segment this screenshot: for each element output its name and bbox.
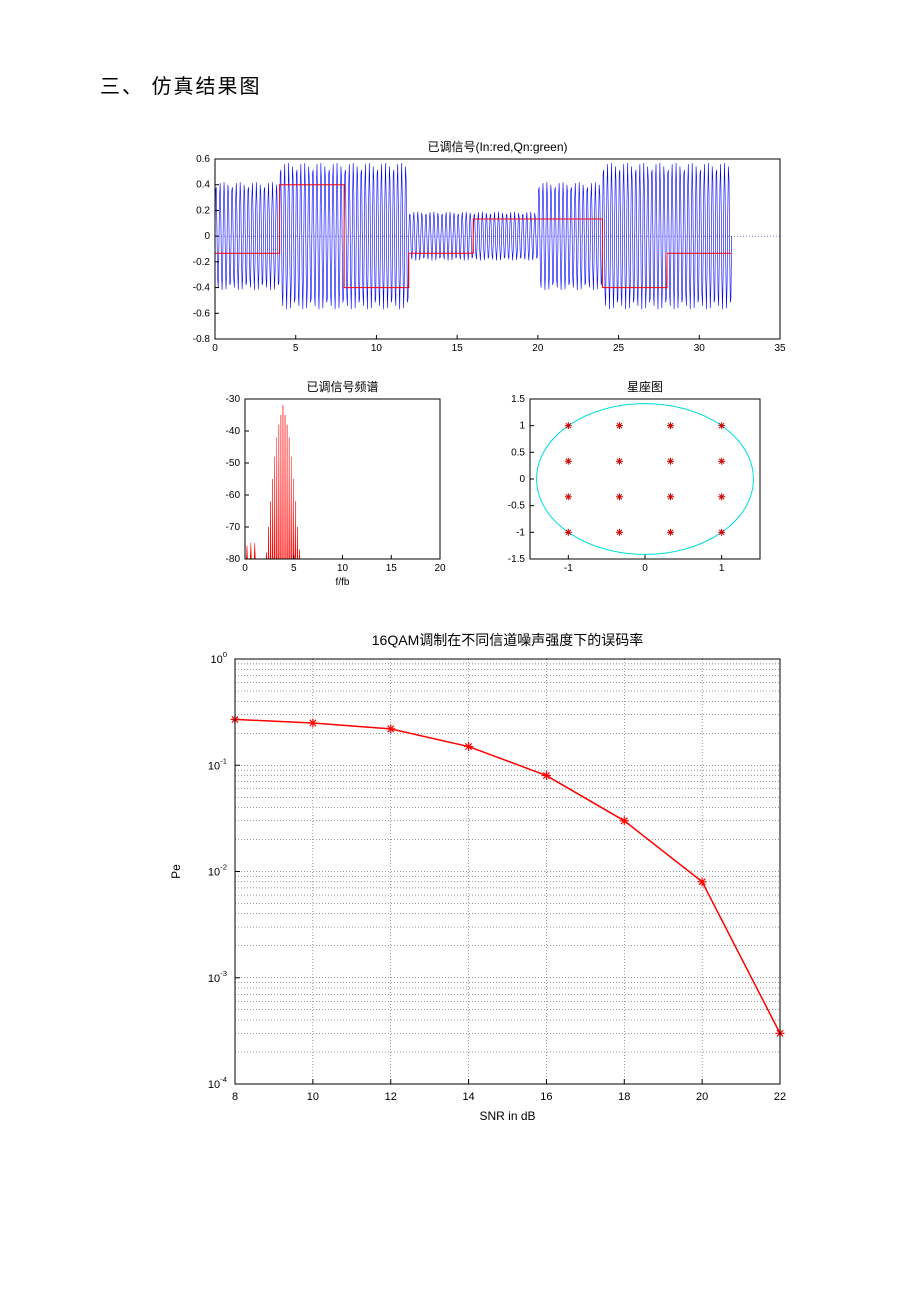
- svg-text:35: 35: [774, 343, 786, 354]
- svg-text:0.2: 0.2: [196, 205, 210, 216]
- svg-text:10-4: 10-4: [208, 1075, 228, 1091]
- svg-text:16QAM调制在不同信道噪声强度下的误码率: 16QAM调制在不同信道噪声强度下的误码率: [372, 632, 643, 648]
- svg-text:Pe: Pe: [169, 864, 183, 879]
- svg-text:-30: -30: [226, 394, 241, 405]
- svg-text:0.5: 0.5: [511, 447, 525, 458]
- svg-text:SNR in dB: SNR in dB: [479, 1109, 535, 1123]
- svg-text:10: 10: [307, 1091, 319, 1103]
- svg-text:12: 12: [385, 1091, 397, 1103]
- svg-text:1: 1: [519, 421, 525, 432]
- svg-text:0.6: 0.6: [196, 154, 210, 165]
- svg-text:-0.8: -0.8: [193, 334, 211, 345]
- svg-text:10-2: 10-2: [208, 863, 227, 879]
- svg-text:25: 25: [613, 343, 625, 354]
- svg-text:-1: -1: [564, 563, 573, 574]
- figure-2-svg: 8 10 12 14 16 18 20 22 10-4 10-3 10-2 10-1 100 16QAM调…: [140, 614, 820, 1134]
- svg-text:5: 5: [291, 563, 297, 574]
- figure-group-1: 05101520253035-0.8-0.6-0.4-0.200.20.40.6…: [160, 129, 860, 594]
- svg-text:20: 20: [434, 563, 446, 574]
- svg-text:10: 10: [337, 563, 349, 574]
- svg-text:0: 0: [642, 563, 648, 574]
- svg-text:-1: -1: [516, 527, 525, 538]
- svg-text:-40: -40: [226, 426, 241, 437]
- svg-text:已调信号(In:red,Qn:green): 已调信号(In:red,Qn:green): [427, 140, 567, 154]
- svg-text:1.5: 1.5: [511, 394, 525, 405]
- svg-text:0: 0: [212, 343, 218, 354]
- svg-text:-80: -80: [226, 554, 241, 565]
- figure-1-svg: 05101520253035-0.8-0.6-0.4-0.200.20.40.6…: [160, 129, 800, 589]
- svg-text:15: 15: [452, 343, 464, 354]
- svg-text:-0.4: -0.4: [193, 283, 211, 294]
- svg-text:0.4: 0.4: [196, 180, 210, 191]
- svg-text:-1.5: -1.5: [508, 554, 526, 565]
- svg-text:星座图: 星座图: [627, 379, 663, 394]
- svg-text:-50: -50: [226, 458, 241, 469]
- svg-text:5: 5: [293, 343, 299, 354]
- svg-text:30: 30: [694, 343, 706, 354]
- svg-text:-0.6: -0.6: [193, 308, 211, 319]
- svg-text:20: 20: [532, 343, 544, 354]
- svg-text:0: 0: [242, 563, 248, 574]
- svg-text:100: 100: [210, 650, 227, 666]
- svg-text:1: 1: [719, 563, 725, 574]
- svg-text:18: 18: [618, 1091, 630, 1103]
- svg-text:22: 22: [774, 1091, 786, 1103]
- svg-text:15: 15: [386, 563, 398, 574]
- svg-text:已调信号频谱: 已调信号频谱: [306, 380, 378, 394]
- svg-text:20: 20: [696, 1091, 708, 1103]
- section-heading: 三、 仿真结果图: [100, 70, 860, 99]
- svg-text:0: 0: [519, 474, 525, 485]
- svg-text:10-3: 10-3: [208, 969, 227, 985]
- svg-text:16: 16: [540, 1091, 552, 1103]
- svg-text:8: 8: [232, 1091, 238, 1103]
- svg-text:-0.5: -0.5: [508, 501, 526, 512]
- svg-text:10: 10: [371, 343, 383, 354]
- svg-text:-70: -70: [226, 522, 241, 533]
- svg-text:f/fb: f/fb: [336, 577, 350, 588]
- svg-text:-0.2: -0.2: [193, 257, 211, 268]
- svg-text:0: 0: [204, 231, 210, 242]
- svg-text:14: 14: [462, 1091, 474, 1103]
- svg-text:10-1: 10-1: [208, 756, 227, 772]
- svg-text:-60: -60: [226, 490, 241, 501]
- figure-group-2: 8 10 12 14 16 18 20 22 10-4 10-3 10-2 10-1 100 16QAM调…: [140, 614, 860, 1139]
